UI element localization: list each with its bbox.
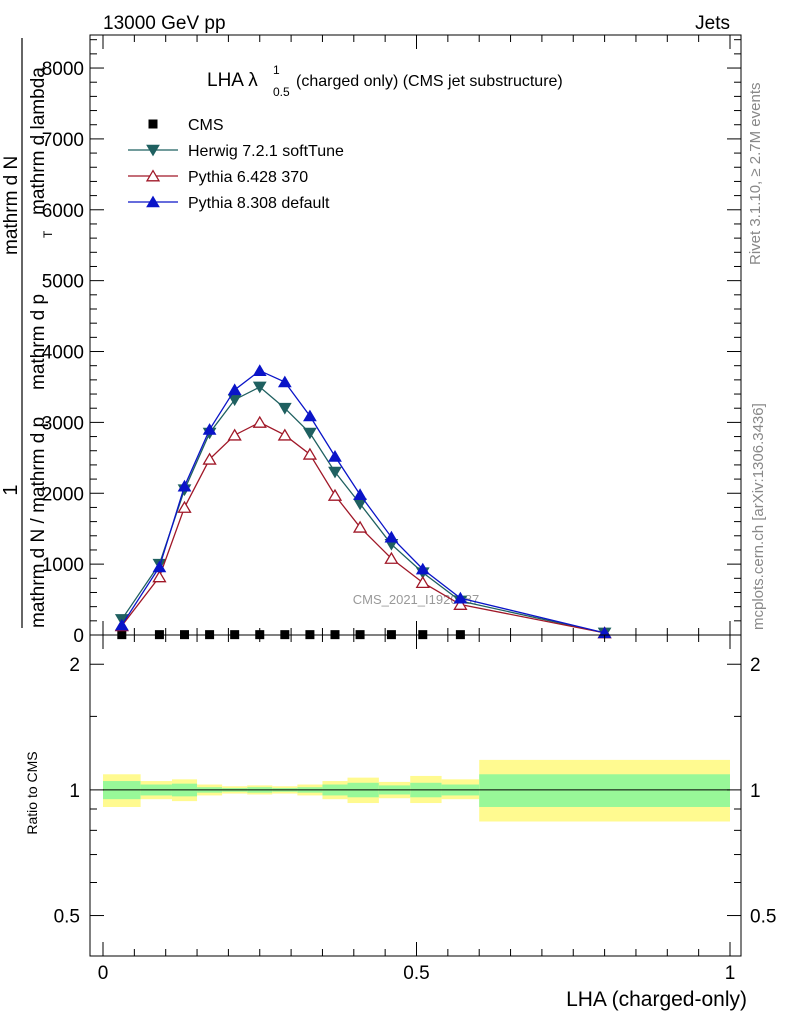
legend-entry: CMS <box>148 117 224 134</box>
data-point <box>146 144 160 157</box>
data-point <box>327 488 343 501</box>
data-point <box>353 488 367 500</box>
data-point <box>277 375 292 388</box>
data-point <box>277 428 292 441</box>
title-main: LHA λ <box>207 70 258 91</box>
data-point <box>145 169 161 182</box>
ylabel-b: mathrm d p <box>28 294 49 390</box>
ylabel-den: mathrm d N / mathrm d p <box>28 417 49 628</box>
ratio-y-axis: 0.5 0.5 1 1 2 2 <box>54 655 777 927</box>
ratio-y-tick-label-right: 0.5 <box>750 907 776 928</box>
data-point <box>453 591 468 604</box>
series-line <box>121 369 605 634</box>
ratio-y-tick-label-right: 1 <box>750 781 761 802</box>
series-layer <box>114 364 612 640</box>
data-point <box>177 500 192 513</box>
data-point <box>328 466 342 479</box>
main-ylabel: 1 mathrm d N / mathrm d p mathrm d N mat… <box>0 38 55 628</box>
y-tick-label: 0 <box>73 626 84 647</box>
mcplots-label: mcplots.cern.ch [arXiv:1306.3436] <box>750 403 767 630</box>
y-tick-label: 2000 <box>42 484 84 505</box>
ratio-ylabel: Ratio to CMS <box>24 751 40 834</box>
data-point <box>152 570 167 583</box>
series-line <box>121 421 605 634</box>
legend-label: Pythia 6.428 370 <box>188 169 308 186</box>
x-axis-label: LHA (charged-only) <box>566 988 747 1011</box>
ratio-y-tick-label-right: 2 <box>750 655 761 676</box>
data-point <box>202 452 217 465</box>
data-point <box>384 551 399 564</box>
ratio-y-tick-label: 2 <box>69 655 80 676</box>
data-point <box>384 530 399 543</box>
data-point <box>415 575 430 589</box>
header-right: Jets <box>695 13 730 34</box>
ylabel-sub: T <box>41 230 55 238</box>
y-tick-label: 5000 <box>42 272 84 293</box>
data-point <box>453 597 468 610</box>
title-rest: (charged only) (CMS jet substructure) <box>296 73 563 90</box>
ratio-bands <box>103 759 730 822</box>
data-point <box>352 520 368 533</box>
data-point <box>252 381 267 394</box>
y-tick-label: 7000 <box>42 130 84 151</box>
series-pythia-8-308-default <box>114 364 612 639</box>
data-point <box>252 415 267 428</box>
legend-entry: Herwig 7.2.1 softTune <box>128 143 344 160</box>
ratio-y-tick-label: 1 <box>69 781 80 802</box>
data-point <box>277 402 292 415</box>
y-tick-label: 6000 <box>42 201 84 222</box>
ylabel-a: mathrm d N <box>1 156 22 255</box>
ratio-y-tick-label: 0.5 <box>54 907 80 928</box>
data-point <box>303 427 317 440</box>
x-tick-label: 1 <box>725 963 736 984</box>
data-point <box>227 383 242 396</box>
data-point <box>227 428 242 441</box>
y-tick-label: 1000 <box>42 555 84 576</box>
data-point <box>303 409 317 422</box>
data-point <box>202 423 217 435</box>
x-tick-label: 0.5 <box>403 963 429 984</box>
y-tick-label: 4000 <box>42 343 84 364</box>
main-x-ticks <box>102 35 731 635</box>
header-left: 13000 GeV pp <box>103 13 226 34</box>
legend-label: Herwig 7.2.1 softTune <box>188 143 344 160</box>
legend: CMS Herwig 7.2.1 softTune Pythia 6.428 370… <box>128 117 344 212</box>
data-point <box>146 195 160 208</box>
data-point <box>252 364 267 376</box>
y-tick-label: 8000 <box>42 59 84 80</box>
main-title: LHA λ 1 0.5 (charged only) (CMS jet subs… <box>207 63 563 99</box>
legend-label: Pythia 8.308 default <box>188 195 330 212</box>
ylabel-num: 1 <box>0 484 22 495</box>
title-sup: 1 <box>273 63 280 77</box>
title-sub: 0.5 <box>273 85 290 99</box>
legend-entry: Pythia 6.428 370 <box>128 169 308 186</box>
data-point <box>148 119 158 129</box>
data-point <box>328 450 342 462</box>
ratio-band-inner <box>479 774 730 807</box>
rivet-label: Rivet 3.1.10, ≥ 2.7M events <box>747 83 764 266</box>
main-y-axis: 0 1000 2000 3000 4000 5000 6000 7000 8000 <box>42 39 741 647</box>
ratio-plot-frame <box>89 634 742 957</box>
data-point <box>177 479 192 492</box>
y-tick-label: 3000 <box>42 413 84 434</box>
legend-label: CMS <box>188 117 224 134</box>
data-point <box>302 447 318 460</box>
data-point <box>114 618 129 631</box>
watermark: CMS_2021_I1920187 <box>353 592 480 607</box>
data-point <box>152 560 167 573</box>
ratio-x-axis: 0 0.5 1 <box>98 635 736 984</box>
ylabel-c: mathrm d lambda <box>28 67 49 215</box>
x-tick-label: 0 <box>98 963 109 984</box>
legend-entry: Pythia 8.308 default <box>128 195 330 212</box>
data-point <box>415 562 430 575</box>
